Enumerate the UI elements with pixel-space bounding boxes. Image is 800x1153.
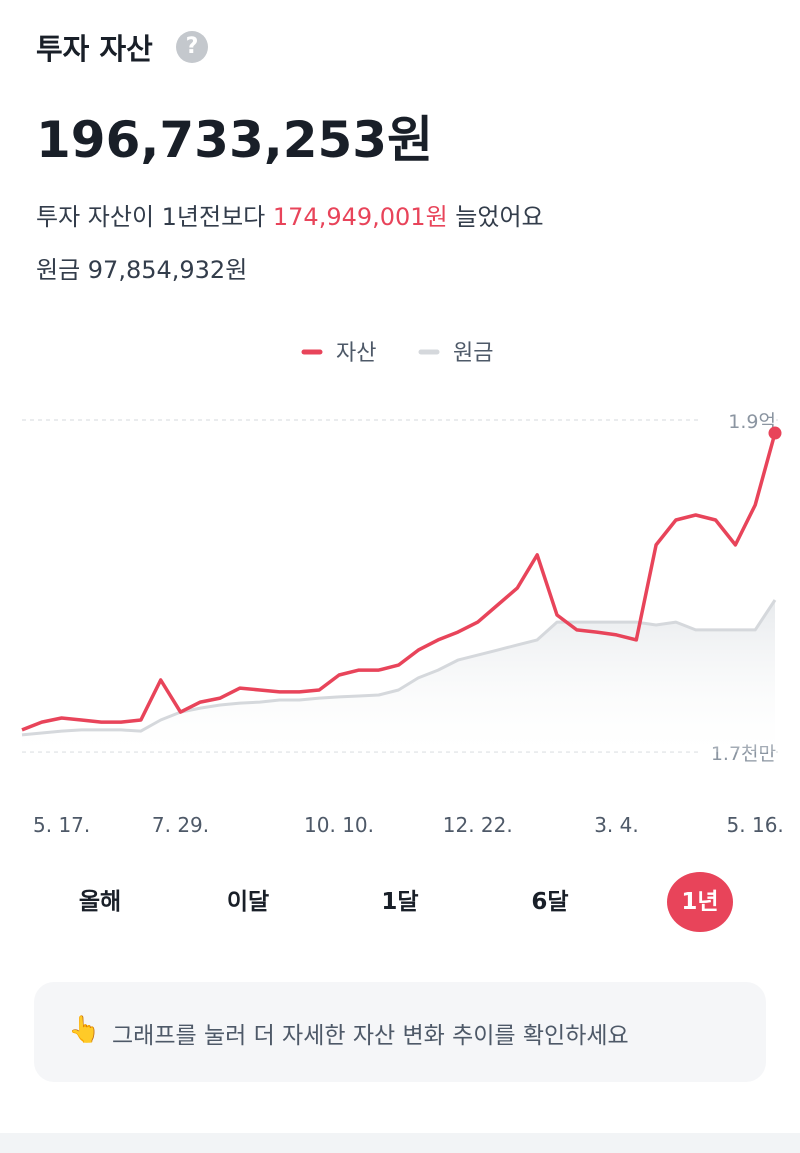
period-tab[interactable]: 올해 xyxy=(78,889,122,915)
change-prefix: 투자 자산이 1년전보다 xyxy=(36,203,266,231)
legend-label: 원금 xyxy=(453,341,493,366)
title: 투자 자산 xyxy=(36,32,153,66)
bottom-divider xyxy=(0,1133,800,1153)
change-text: 투자 자산이 1년전보다 174,949,001원 늘었어요 xyxy=(36,197,544,232)
period-tab[interactable]: 이달 xyxy=(226,889,270,915)
change-suffix: 늘었어요 xyxy=(455,203,544,231)
period-tab[interactable]: 1달 xyxy=(381,889,419,915)
series-line xyxy=(21,432,777,732)
series-line xyxy=(21,599,777,737)
y-tick-label: 1.9억 xyxy=(728,411,776,433)
tip-box: 👆 그래프를 눌러 더 자세한 자산 변화 추이를 확인하세요 xyxy=(34,982,766,1082)
period-tab[interactable]: 6달 xyxy=(531,889,569,915)
principal: 원금 97,854,932원 xyxy=(36,256,248,284)
area-fill xyxy=(22,600,775,752)
tip-text: 그래프를 눌러 더 자세한 자산 변화 추이를 확인하세요 xyxy=(112,1023,629,1049)
change-amount: 174,949,001원 xyxy=(272,203,448,231)
x-tick-label: 10. 10. xyxy=(304,813,374,837)
x-tick-label: 5. 17. xyxy=(33,813,90,837)
total-amount: 196,733,253원 xyxy=(36,111,434,169)
tick-label-bg xyxy=(700,406,776,432)
legend-label: 자산 xyxy=(336,341,376,366)
end-dot xyxy=(768,426,782,440)
period-tab[interactable]: 1년 xyxy=(667,872,733,932)
x-tick-label: 3. 4. xyxy=(594,813,639,837)
x-tick-label: 7. 29. xyxy=(152,813,209,837)
x-tick-label: 12. 22. xyxy=(443,813,513,837)
period-tabs: 올해 이달 1달 6달 1년 xyxy=(0,872,800,932)
tip-icon: 👆 xyxy=(68,1015,101,1045)
x-tick-label: 5. 16. xyxy=(727,813,784,837)
help-icon[interactable]: ? xyxy=(176,31,208,63)
